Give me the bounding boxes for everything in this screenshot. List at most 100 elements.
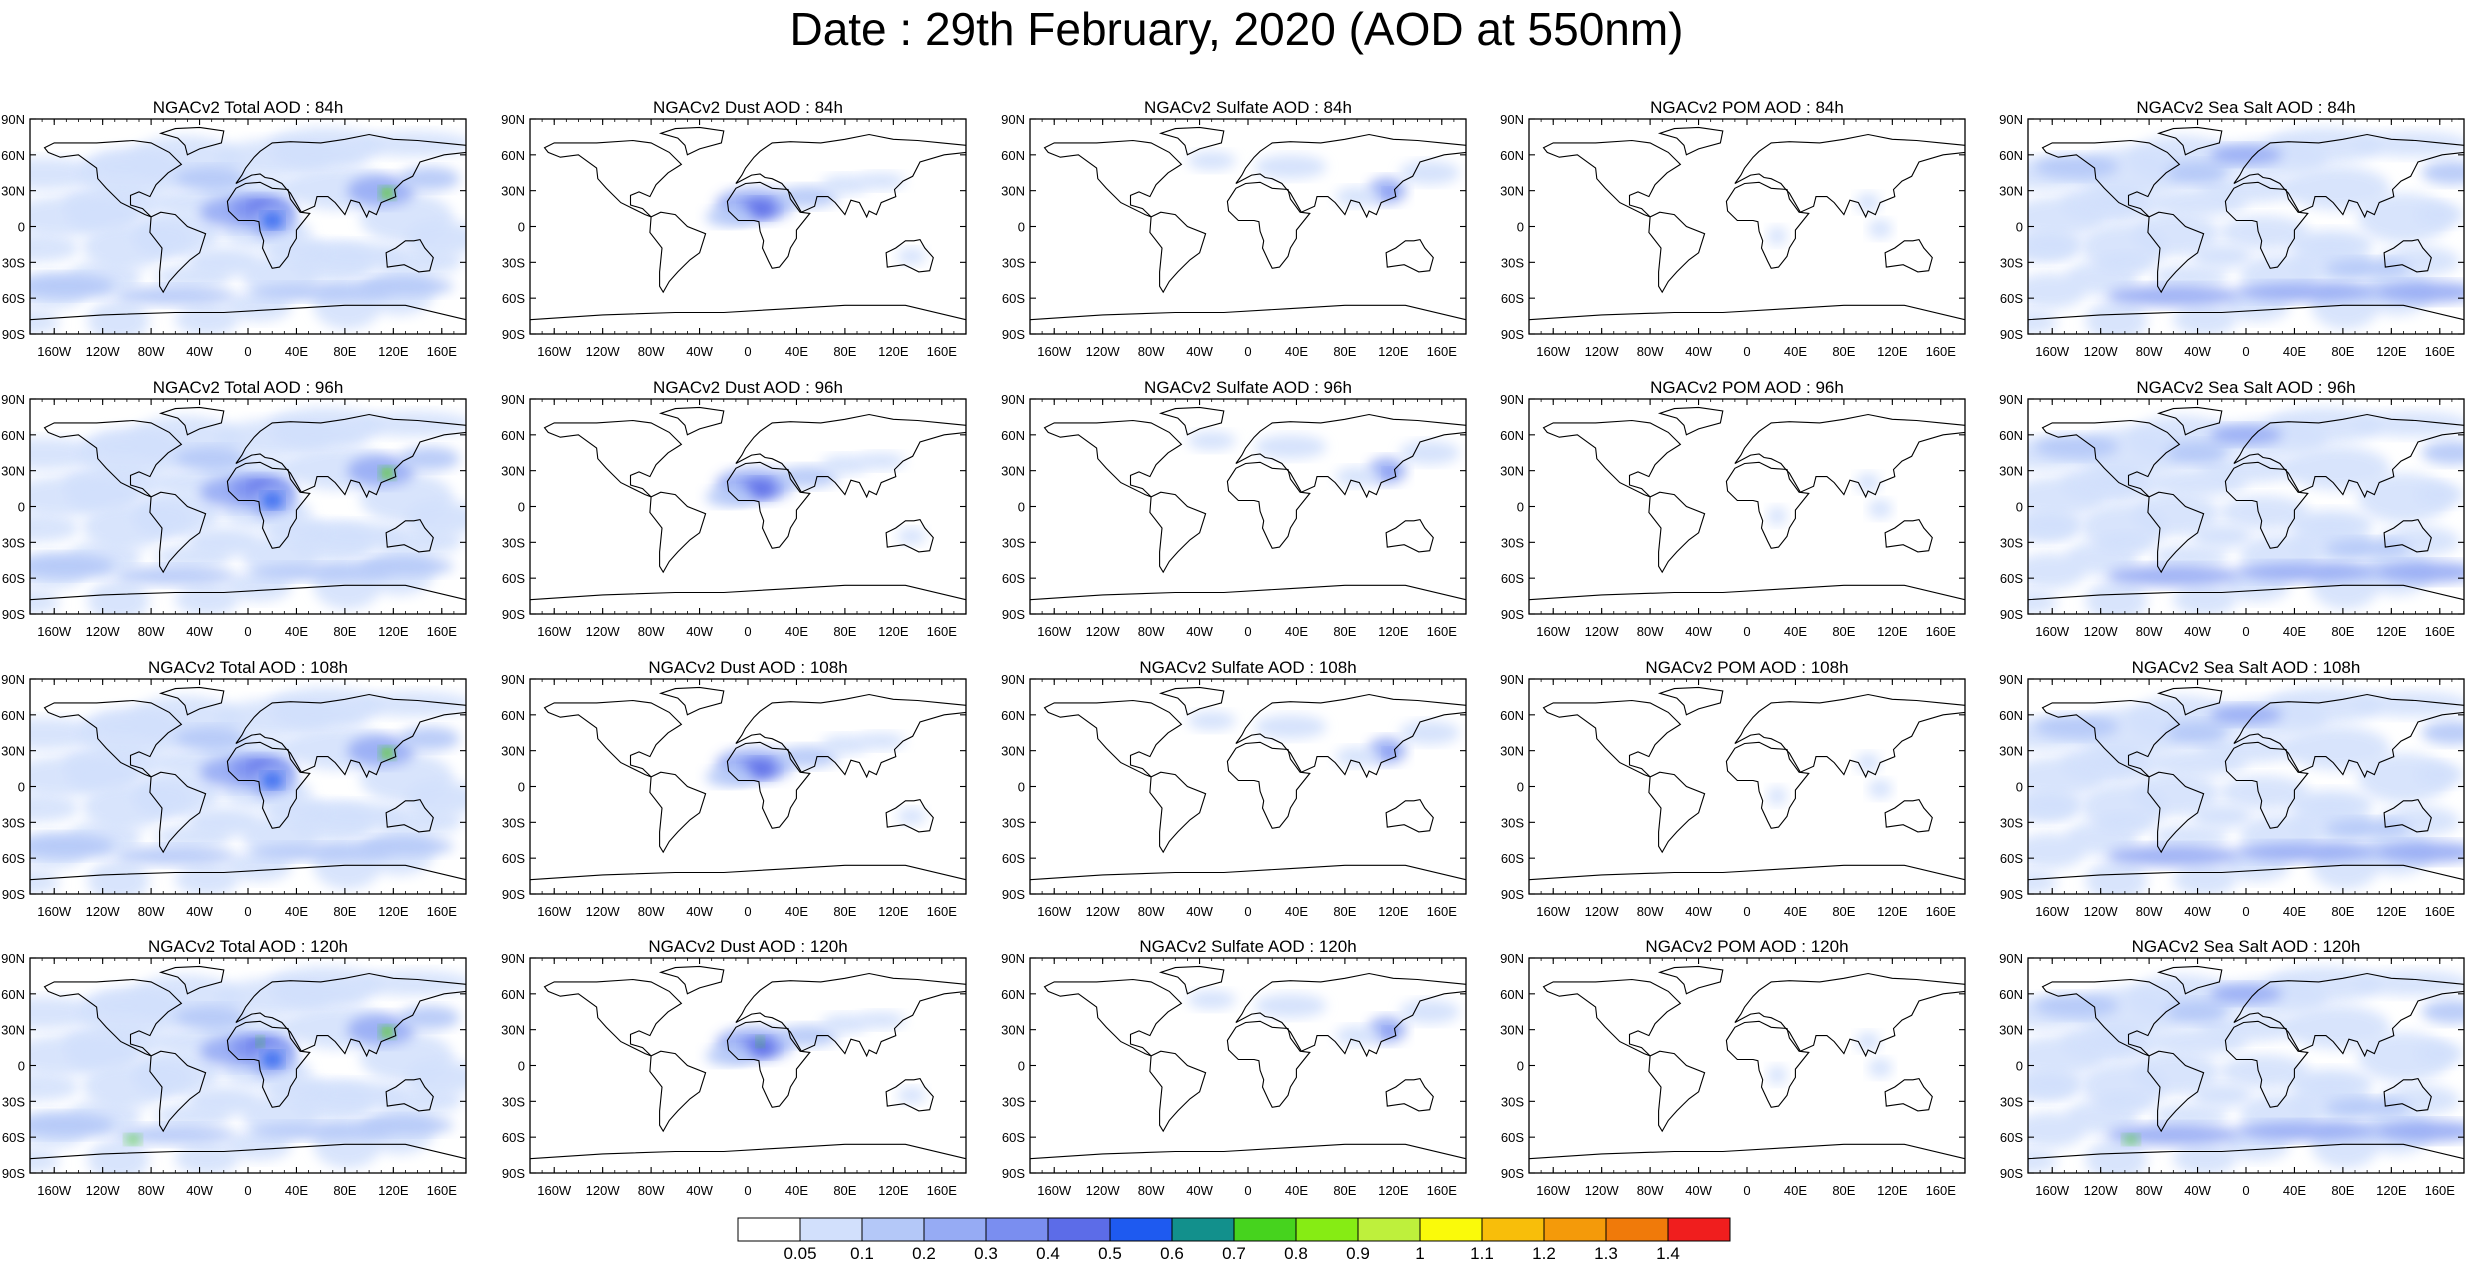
lon-tick-label: 120E — [378, 344, 409, 359]
lon-tick-label: 40E — [285, 904, 308, 919]
lon-tick-label: 120W — [1086, 624, 1121, 639]
lat-tick-label: 60S — [1501, 571, 1524, 586]
lon-tick-label: 160W — [2035, 344, 2070, 359]
lon-tick-label: 120W — [1585, 344, 1620, 359]
lat-tick-label: 60N — [501, 708, 525, 723]
lat-tick-label: 90N — [1500, 392, 1524, 407]
lon-tick-label: 160E — [1926, 904, 1957, 919]
lon-tick-label: 0 — [1244, 1183, 1251, 1198]
lon-tick-label: 80W — [638, 904, 665, 919]
lat-tick-label: 90N — [501, 672, 525, 687]
lat-tick-label: 30N — [1500, 1023, 1524, 1038]
lon-tick-label: 160E — [1427, 1183, 1458, 1198]
colorbar-swatch — [1667, 1217, 1731, 1242]
lon-tick-label: 40W — [186, 1183, 213, 1198]
lon-tick-label: 0 — [244, 624, 251, 639]
lon-tick-label: 120W — [2084, 1183, 2119, 1198]
lat-tick-label: 30N — [1, 744, 25, 759]
panel-title: NGACv2 Sulfate AOD : 96h — [1144, 378, 1352, 397]
lat-tick-label: 60N — [1, 428, 25, 443]
lat-tick-label: 30N — [501, 744, 525, 759]
lat-tick-label: 90N — [1, 112, 25, 127]
colorbar-swatch — [923, 1217, 987, 1242]
lat-tick-label: 0 — [2016, 780, 2023, 795]
colorbar-label: 0.6 — [1160, 1244, 1184, 1261]
lon-tick-label: 0 — [1244, 344, 1251, 359]
lon-tick-label: 40E — [285, 1183, 308, 1198]
colorbar-label: 1.1 — [1470, 1244, 1494, 1261]
lat-tick-label: 30S — [1501, 255, 1524, 270]
lon-tick-label: 120W — [1086, 904, 1121, 919]
lon-tick-label: 80E — [333, 1183, 356, 1198]
panel-title: NGACv2 Total AOD : 96h — [153, 378, 344, 397]
lon-tick-label: 40W — [2184, 624, 2211, 639]
lat-tick-label: 90N — [1999, 112, 2023, 127]
map-panel: NGACv2 Sulfate AOD : 96h 90N 60N 30N 0 30S 60S… — [1001, 378, 1467, 639]
lon-tick-label: 160W — [1037, 344, 1072, 359]
lat-tick-label: 0 — [518, 1059, 525, 1074]
colorbar-label: 1 — [1415, 1244, 1424, 1261]
lat-tick-label: 30S — [1002, 535, 1025, 550]
lon-tick-label: 40E — [1285, 1183, 1308, 1198]
lat-tick-label: 90N — [501, 112, 525, 127]
lon-tick-label: 160E — [427, 344, 458, 359]
lon-tick-label: 40E — [1784, 624, 1807, 639]
lon-tick-label: 0 — [2242, 624, 2249, 639]
lon-tick-label: 120E — [378, 904, 409, 919]
lon-tick-label: 80W — [638, 1183, 665, 1198]
lon-tick-label: 160W — [537, 624, 572, 639]
lat-tick-label: 30S — [1002, 815, 1025, 830]
lat-tick-label: 30N — [501, 464, 525, 479]
lon-tick-label: 40E — [1285, 904, 1308, 919]
map-panel: NGACv2 Sea Salt AOD : 96h 90N 60N 30N 0 30S 60… — [1999, 378, 2465, 639]
lon-tick-label: 160W — [1536, 624, 1571, 639]
lon-tick-label: 160E — [2425, 344, 2456, 359]
lon-tick-label: 80W — [1637, 344, 1664, 359]
lon-tick-label: 40W — [686, 904, 713, 919]
lat-tick-label: 60S — [2000, 571, 2023, 586]
lat-tick-label: 30S — [2000, 1094, 2023, 1109]
lat-tick-label: 90S — [2000, 607, 2023, 622]
lon-tick-label: 120E — [2376, 344, 2407, 359]
map-panel: NGACv2 POM AOD : 96h 90N 60N 30N 0 30S 60S 90S 1… — [1500, 378, 1966, 639]
lon-tick-label: 160W — [2035, 624, 2070, 639]
colorbar-swatch — [1295, 1217, 1359, 1242]
lon-tick-label: 80W — [638, 344, 665, 359]
lat-tick-label: 60N — [1999, 708, 2023, 723]
lon-tick-label: 80E — [333, 904, 356, 919]
lon-tick-label: 160E — [927, 344, 958, 359]
lat-tick-label: 90S — [2000, 327, 2023, 342]
lon-tick-label: 160E — [427, 1183, 458, 1198]
lon-tick-label: 160E — [2425, 904, 2456, 919]
lat-tick-label: 60S — [1002, 291, 1025, 306]
lon-tick-label: 80E — [1333, 624, 1356, 639]
lon-tick-label: 0 — [244, 344, 251, 359]
lat-tick-label: 30S — [2000, 815, 2023, 830]
lon-tick-label: 40W — [2184, 344, 2211, 359]
lat-tick-label: 60S — [2, 851, 25, 866]
lon-tick-label: 0 — [744, 904, 751, 919]
lon-tick-label: 160E — [427, 904, 458, 919]
lon-tick-label: 40E — [1784, 1183, 1807, 1198]
lat-tick-label: 0 — [518, 780, 525, 795]
map-panel: NGACv2 Sulfate AOD : 84h 90N 60N 30N 0 30S 60S… — [1001, 98, 1467, 359]
lat-tick-label: 90N — [501, 392, 525, 407]
lon-tick-label: 80E — [2331, 344, 2354, 359]
lon-tick-label: 120W — [586, 1183, 621, 1198]
lon-tick-label: 80E — [1832, 344, 1855, 359]
colorbar-label: 1.2 — [1532, 1244, 1556, 1261]
lon-tick-label: 160W — [1037, 904, 1072, 919]
panel-title: NGACv2 Dust AOD : 84h — [653, 98, 843, 117]
map-panel: NGACv2 Dust AOD : 96h 90N 60N 30N 0 30S 60S 90S… — [501, 378, 967, 639]
lon-tick-label: 40W — [2184, 904, 2211, 919]
lat-tick-label: 90S — [2000, 1166, 2023, 1181]
lat-tick-label: 90N — [501, 951, 525, 966]
lat-tick-label: 0 — [1517, 220, 1524, 235]
lat-tick-label: 60N — [1, 987, 25, 1002]
lat-tick-label: 30N — [1999, 464, 2023, 479]
lat-tick-label: 0 — [518, 500, 525, 515]
lat-tick-label: 60S — [2, 291, 25, 306]
lat-tick-label: 0 — [1517, 780, 1524, 795]
lon-tick-label: 40E — [785, 624, 808, 639]
lat-tick-label: 30N — [1, 1023, 25, 1038]
